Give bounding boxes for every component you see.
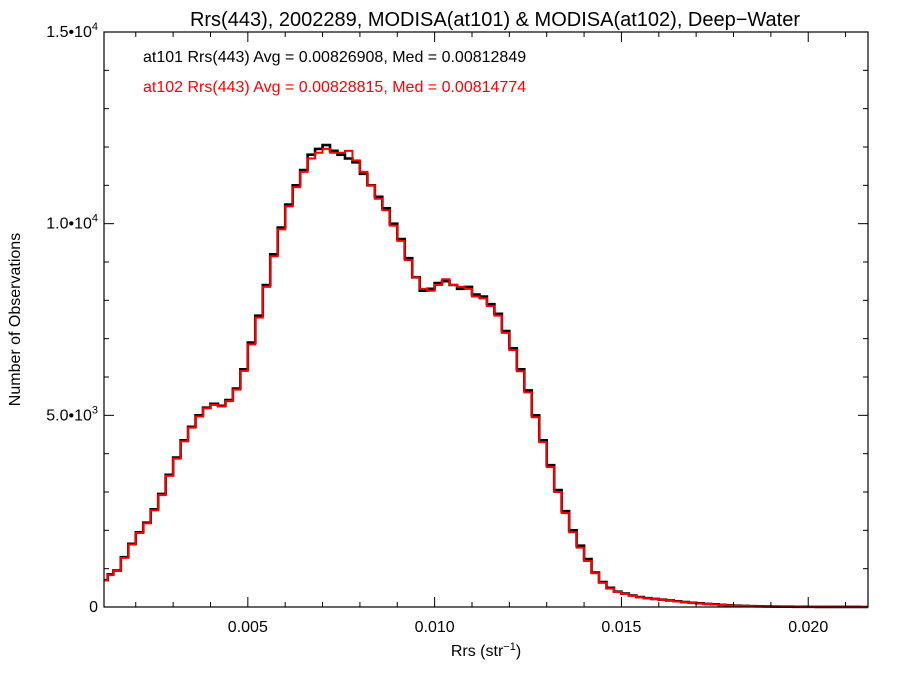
series-line-1: [104, 143, 868, 609]
x-axis-title: Rrs (str−1): [451, 641, 521, 660]
y-axis-title: Number of Observations: [7, 233, 24, 406]
plot-frame: [103, 31, 869, 608]
y-tick-label-base: 1.0•10: [46, 216, 92, 233]
y-tick-label-exponent: 4: [92, 21, 98, 33]
x-axis-title-close: ): [516, 643, 521, 660]
series-line-2: [104, 147, 868, 608]
y-tick-label-exponent: 3: [92, 404, 98, 416]
y-tick-label: 1.5•104: [46, 21, 98, 41]
x-tick-label: 0.010: [415, 619, 455, 636]
stats-annotation-2: at102 Rrs(443) Avg = 0.00828815, Med = 0…: [143, 79, 526, 96]
x-tick-label: 0.020: [788, 619, 828, 636]
x-tick-label: 0.005: [228, 619, 268, 636]
x-axis-title-base: Rrs (str: [451, 643, 504, 660]
chart-title: Rrs(443), 2002289, MODISA(at101) & MODIS…: [190, 9, 800, 31]
y-tick-label-base: 0: [89, 599, 98, 616]
y-tick-label: 0: [89, 599, 98, 616]
y-tick-label-base: 1.5•10: [46, 24, 92, 41]
ticks-layer: 0.005 0.010 0.015 0.02005.0•1031.0•1041.5•1…: [46, 21, 868, 636]
stats-annotation-1: at101 Rrs(443) Avg = 0.00826908, Med = 0…: [143, 49, 526, 66]
y-tick-label-exponent: 4: [92, 213, 98, 225]
x-axis-title-superscript: −1: [503, 641, 516, 653]
series-layer: [104, 143, 868, 609]
y-tick-label: 5.0•103: [46, 404, 98, 424]
y-tick-label: 1.0•104: [46, 213, 98, 233]
x-tick-label: 0.015: [601, 619, 641, 636]
annotation-block: at101 Rrs(443) Avg = 0.00826908, Med = 0…: [143, 49, 526, 96]
y-tick-label-base: 5.0•10: [46, 407, 92, 424]
